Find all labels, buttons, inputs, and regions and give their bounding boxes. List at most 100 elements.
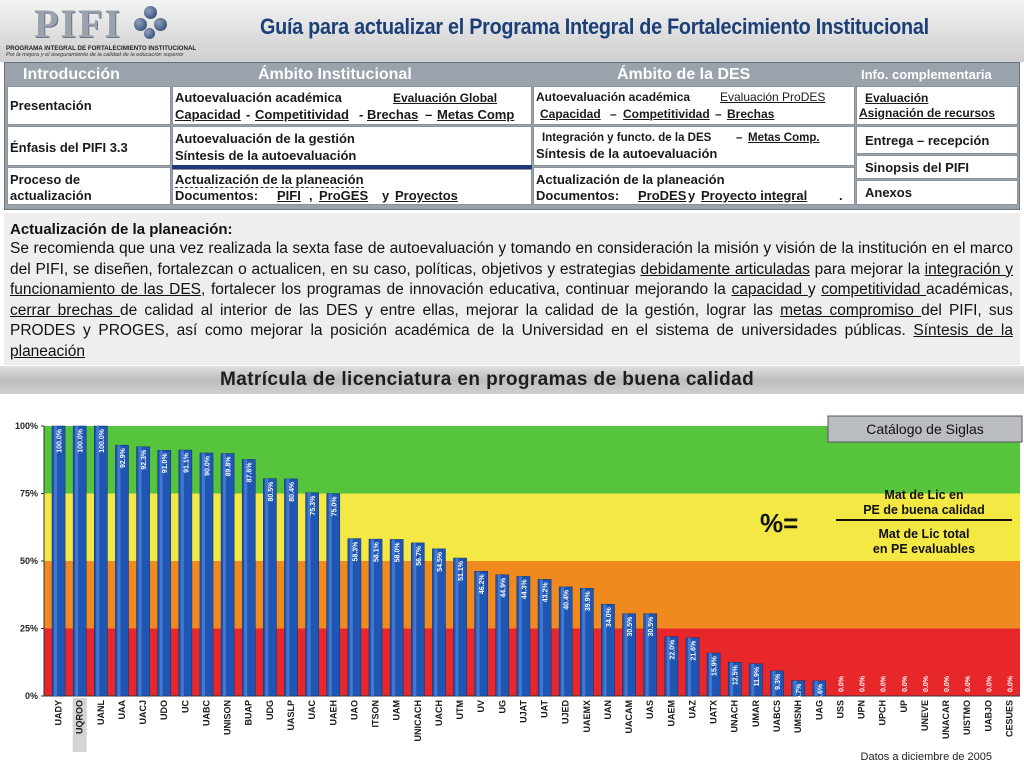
bar-UABC[interactable] <box>199 452 214 697</box>
inst-proyectos-link[interactable]: Proyectos <box>395 188 458 203</box>
category-label-USS: USS <box>835 700 845 719</box>
des-documentos-label: Documentos: <box>536 188 620 203</box>
inst-cell-gestion[interactable]: Autoevaluación de la gestión Síntesis de… <box>172 126 532 166</box>
inst-actualizacion-planeacion[interactable]: Actualización de la planeación <box>175 172 364 188</box>
bar-BUAP[interactable] <box>241 459 256 697</box>
bar-UAC[interactable] <box>305 492 319 697</box>
desc-text-7: del PIFI, sus PRODES y PROGES, así como … <box>10 301 1013 340</box>
des-actualizacion-planeacion[interactable]: Actualización de la planeación <box>536 172 725 187</box>
info-entrega-link[interactable]: Entrega – recepción <box>865 133 990 148</box>
category-label-UAEM: UAEM <box>666 700 676 727</box>
intro-presentacion[interactable]: Presentación <box>10 98 92 113</box>
bar-highlight <box>138 446 142 696</box>
bar-chart: 0% 25% 50% 75% 100% 100.0% UADY 100.0% UQROO 100.… <box>15 415 1023 763</box>
info-anexos-link[interactable]: Anexos <box>865 185 912 200</box>
des-evaluacion-prodes-link[interactable]: Evaluación ProDES <box>720 90 826 104</box>
info-asignacion-link[interactable]: Asignación de recursos <box>859 106 996 120</box>
bar-UC[interactable] <box>178 449 193 697</box>
intro-proceso-line1[interactable]: Proceso de <box>10 172 81 187</box>
bar-highlight <box>751 663 755 696</box>
inst-sep-1: - <box>246 107 251 122</box>
info-evaluacion-link[interactable]: Evaluación <box>865 91 929 105</box>
category-label-UDO: UDO <box>159 700 169 720</box>
bar-UADY[interactable] <box>51 425 66 697</box>
data-label: 0.0% <box>923 675 930 692</box>
bar-highlight <box>223 453 227 696</box>
bar-UQROO[interactable] <box>72 425 87 697</box>
info-cell-anexos[interactable]: Anexos <box>856 180 1018 205</box>
bar-UAA[interactable] <box>115 444 129 697</box>
inst-competitividad-link[interactable]: Competitividad <box>255 107 349 122</box>
bar-UDO[interactable] <box>157 450 172 697</box>
bar-UANL[interactable] <box>94 425 108 697</box>
nav-header-des[interactable]: Ámbito de la DES <box>617 66 751 83</box>
des-integracion-link[interactable]: Integración y functo. de la DES <box>542 132 712 144</box>
inst-evaluacion-global-link[interactable]: Evaluación Global <box>393 91 498 105</box>
category-label-UAO: UAO <box>349 700 359 720</box>
header: PIFI PROGRAMA INTEGRAL DE FORTALECIMIENT… <box>0 0 1024 62</box>
inst-proges-link[interactable]: ProGES <box>319 188 369 203</box>
des-brechas-link[interactable]: Brechas <box>727 107 775 121</box>
intro-cell-presentacion[interactable]: Presentación <box>7 86 171 125</box>
intro-enfasis[interactable]: Énfasis del PIFI 3.3 <box>10 140 128 155</box>
category-label-UQROO[interactable]: UQROO <box>75 700 85 734</box>
intro-cell-proceso[interactable]: Proceso de actualización <box>7 167 171 205</box>
category-label-UAA: UAA <box>117 700 127 720</box>
desc-link-articuladas[interactable]: debidamente articuladas <box>640 260 810 278</box>
intro-cell-enfasis[interactable]: Énfasis del PIFI 3.3 <box>7 126 171 166</box>
inst-sintesis[interactable]: Síntesis de la autoevaluación <box>175 148 357 163</box>
desc-link-metas[interactable]: metas compromiso <box>780 301 922 319</box>
inst-cell-planeacion[interactable]: Actualización de la planeación Documento… <box>172 169 532 205</box>
desc-link-brechas[interactable]: cerrar brechas <box>10 301 120 319</box>
bar-UACJ[interactable] <box>136 446 150 697</box>
bar-UAEH[interactable] <box>326 493 341 697</box>
data-label: 0.0% <box>881 675 888 692</box>
des-metas-comp-link[interactable]: Metas Comp. <box>748 132 820 144</box>
description-section: Actualización de la planeación: Se recom… <box>4 213 1020 365</box>
pifi-logo[interactable]: PIFI PROGRAMA INTEGRAL DE FORTALECIMIENT… <box>4 2 200 60</box>
desc-link-competitividad[interactable]: competitividad <box>821 281 926 299</box>
des-prodes-link[interactable]: ProDES <box>638 188 687 203</box>
inst-doc-sep: , <box>309 188 313 203</box>
inst-brechas-link[interactable]: Brechas <box>367 107 419 122</box>
inst-metas-comp-link[interactable]: Metas Comp <box>437 107 515 122</box>
bar-UDG[interactable] <box>263 478 277 697</box>
desc-link-integracion[interactable]: integración y funcionamiento de las DES <box>10 260 1013 299</box>
nav-header-info[interactable]: Info. complementaria <box>861 67 992 82</box>
des-proyecto-integral-link[interactable]: Proyecto integral <box>701 188 808 203</box>
desc-text-6: de calidad al interior de las DES y entr… <box>120 301 781 319</box>
nav-header-institucional[interactable]: Ámbito Institucional <box>258 66 412 83</box>
des-competitividad-link[interactable]: Competitividad <box>623 107 710 121</box>
data-label: 44.9% <box>500 577 507 598</box>
info-sinopsis-link[interactable]: Sinopsis del PIFI <box>865 160 970 175</box>
des-capacidad-link[interactable]: Capacidad <box>540 107 601 121</box>
nav-header-intro[interactable]: Introducción <box>23 66 120 83</box>
info-cell-entrega[interactable]: Entrega – recepción <box>856 126 1018 154</box>
bar-highlight <box>180 450 184 696</box>
info-cell-sinopsis[interactable]: Sinopsis del PIFI <box>856 155 1018 179</box>
inst-autoeval-gestion[interactable]: Autoevaluación de la gestión <box>175 131 355 146</box>
data-label: 100.0% <box>99 428 106 453</box>
page-title: Guía para actualizar el Programa Integra… <box>260 14 929 39</box>
catalogo-siglas-button[interactable] <box>827 415 1023 443</box>
bar-highlight <box>286 478 290 696</box>
category-label-UAG: UAG <box>814 700 824 720</box>
category-label-UP: UP <box>899 700 909 713</box>
category-label-UC: UC <box>180 700 190 713</box>
category-label-UNACAR: UNACAR <box>941 700 951 739</box>
category-label-UDG: UDG <box>265 700 275 720</box>
data-label: 80.4% <box>289 481 296 502</box>
inst-capacidad-link[interactable]: Capacidad <box>175 107 241 122</box>
inst-pifi-link[interactable]: PIFI <box>277 188 301 203</box>
bar-UASLP[interactable] <box>284 478 298 697</box>
bar-UNISON[interactable] <box>220 453 235 697</box>
desc-link-sintesis[interactable]: Síntesis de la planeación <box>10 322 1013 360</box>
desc-link-capacidad[interactable]: capacidad <box>731 281 808 299</box>
intro-proceso-line2[interactable]: actualización <box>10 188 92 203</box>
navigation-panel: Introducción Ámbito Institucional Ámbito… <box>4 62 1020 210</box>
catalogo-siglas-label[interactable]: Catálogo de Siglas <box>866 421 984 437</box>
des-cell-planeacion[interactable]: Actualización de la planeación Documento… <box>533 167 855 205</box>
des-sintesis[interactable]: Síntesis de la autoevaluación <box>536 146 718 161</box>
data-label: 100.0% <box>57 428 64 453</box>
data-label: 39.9% <box>585 591 592 612</box>
